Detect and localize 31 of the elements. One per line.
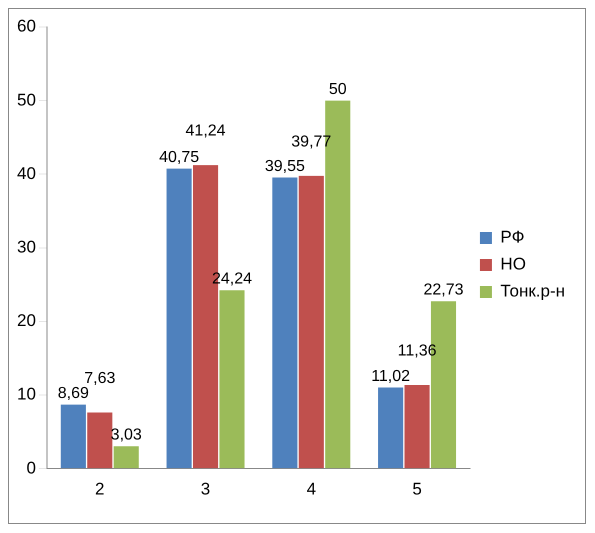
y-tick-label: 30 xyxy=(16,237,36,256)
bar xyxy=(87,412,112,468)
x-tick-label: 3 xyxy=(200,479,210,498)
y-tick-label: 40 xyxy=(16,164,36,183)
legend-label: НО xyxy=(500,254,526,274)
x-tick-label: 4 xyxy=(306,479,316,498)
data-label: 8,69 xyxy=(58,385,90,402)
x-tick-label: 2 xyxy=(95,479,105,498)
y-tick-label: 60 xyxy=(16,16,36,36)
bar xyxy=(166,168,192,468)
y-tick-label: 0 xyxy=(26,458,36,478)
bar xyxy=(60,404,86,468)
data-label: 39,55 xyxy=(264,158,305,175)
legend-label: РФ xyxy=(500,228,525,247)
y-tick-label: 10 xyxy=(16,384,36,404)
data-label: 22,73 xyxy=(423,282,464,299)
data-label: 7,63 xyxy=(84,370,116,387)
data-label: 40,75 xyxy=(159,149,200,166)
bar xyxy=(272,178,298,468)
bar xyxy=(404,384,430,468)
x-tick-label: 5 xyxy=(412,479,422,498)
bar xyxy=(219,290,245,468)
data-label: 11,02 xyxy=(371,368,410,385)
bar xyxy=(114,446,139,468)
bar xyxy=(298,176,324,468)
data-label: 41,24 xyxy=(186,122,226,140)
y-tick-label: 50 xyxy=(16,90,36,110)
data-label: 50 xyxy=(328,81,347,98)
legend-label: Тонк.р-н xyxy=(500,282,566,301)
bar xyxy=(378,387,404,468)
y-tick-label: 20 xyxy=(16,311,36,330)
